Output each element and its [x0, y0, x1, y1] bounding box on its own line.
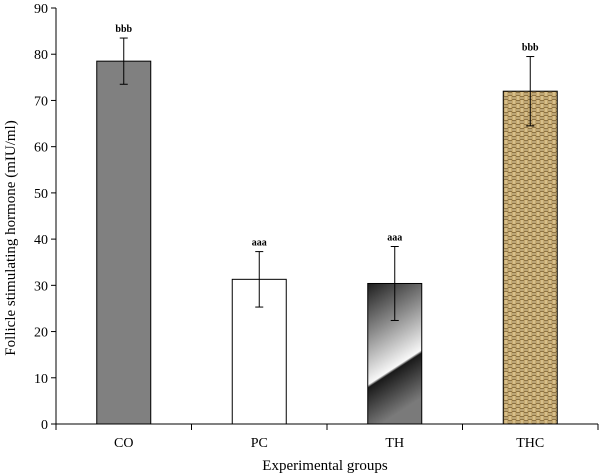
- y-tick-label: 50: [34, 187, 48, 202]
- significance-label-pc: aaa: [252, 238, 267, 249]
- significance-labels-group: bbb aaa aaa bbb: [115, 24, 539, 249]
- bar-thc: [502, 90, 558, 425]
- y-axis-title: Follicle stimulating hormone (mIU/ml): [3, 120, 19, 355]
- y-tick-label: 90: [34, 2, 48, 17]
- significance-label-co: bbb: [115, 24, 132, 35]
- x-tick-label-th: TH: [385, 436, 404, 451]
- y-tick-label: 0: [41, 418, 48, 433]
- significance-label-thc: bbb: [522, 43, 539, 54]
- bars-group: [96, 60, 558, 425]
- x-axis: CO PC TH THC: [55, 423, 599, 451]
- y-tick-label: 60: [34, 141, 48, 156]
- x-axis-title: Experimental groups: [262, 458, 388, 474]
- x-tick-label-thc: THC: [516, 436, 544, 451]
- y-tick-label: 70: [34, 94, 48, 109]
- y-axis: 0 10 20 30 40 50 60 70 80 90: [34, 2, 57, 433]
- y-tick-label: 40: [34, 233, 48, 248]
- y-tick-label: 10: [34, 372, 48, 387]
- x-tick-label-pc: PC: [251, 436, 268, 451]
- y-tick-label: 20: [34, 326, 48, 341]
- error-bars-group: [119, 37, 535, 321]
- x-tick-label-co: CO: [114, 436, 133, 451]
- bar-co: [96, 60, 152, 425]
- significance-label-th: aaa: [387, 233, 402, 244]
- y-tick-label: 80: [34, 48, 48, 63]
- y-tick-label: 30: [34, 279, 48, 294]
